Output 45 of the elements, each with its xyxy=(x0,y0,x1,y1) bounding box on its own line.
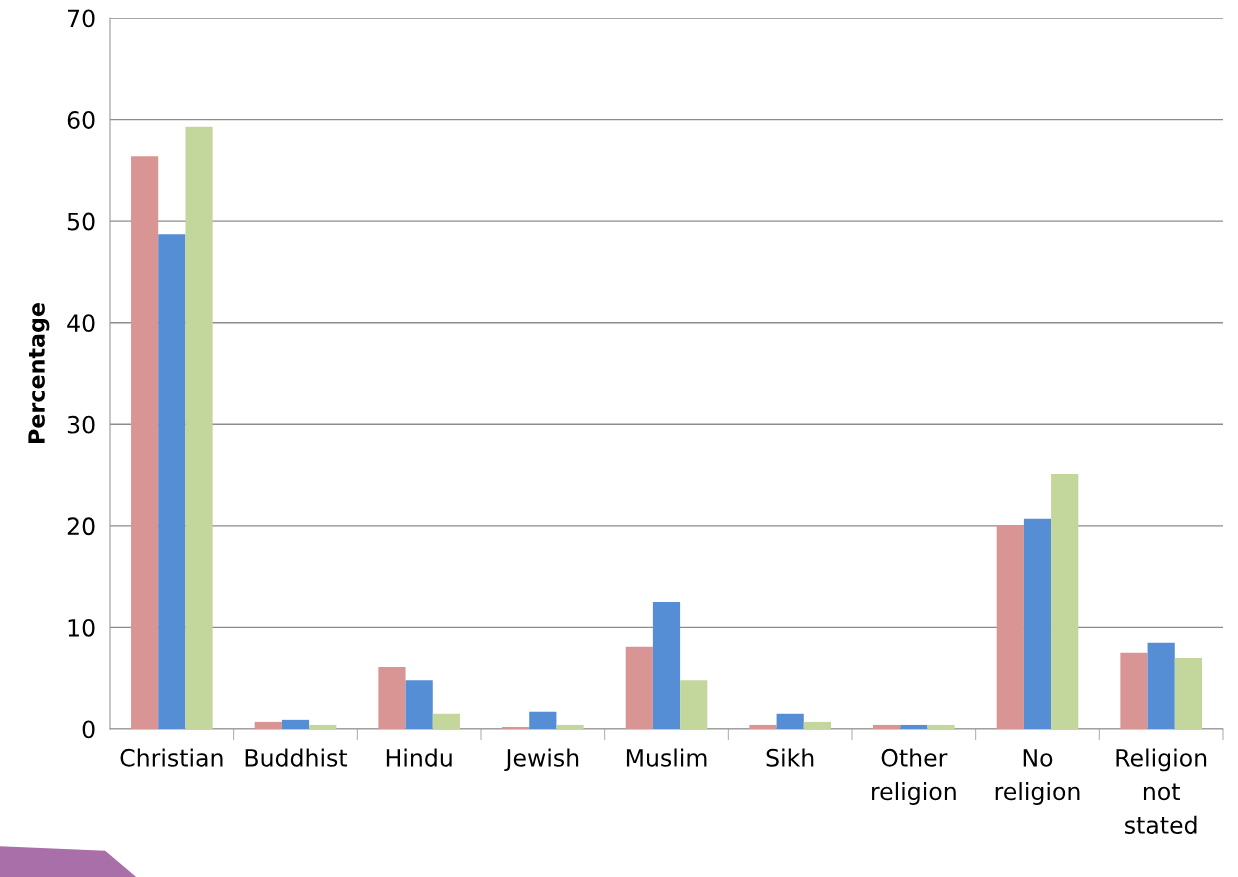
y-tick-label: 10 xyxy=(68,618,95,637)
x-tick-label: Buddhist xyxy=(245,748,348,767)
bar xyxy=(625,646,653,729)
bar xyxy=(1174,657,1202,729)
bar xyxy=(1120,652,1148,729)
x-tick-label: Christian xyxy=(120,748,223,767)
bar xyxy=(1051,474,1079,729)
y-axis-title: Percentage xyxy=(28,303,50,443)
bar xyxy=(749,724,777,729)
bar xyxy=(131,156,159,729)
bar xyxy=(996,525,1024,729)
y-tick-label: 50 xyxy=(67,212,95,231)
bar xyxy=(652,602,681,729)
x-tick-label: Muslim xyxy=(626,748,707,767)
bar xyxy=(378,667,406,729)
bar xyxy=(405,680,433,729)
y-tick-label: 20 xyxy=(67,517,95,536)
bar xyxy=(1023,518,1052,729)
bar xyxy=(502,726,530,729)
y-tick-label: 40 xyxy=(67,314,95,333)
x-tick-label: Other religion xyxy=(872,748,956,805)
bar xyxy=(556,724,584,729)
bar xyxy=(158,234,186,729)
x-tick-label: Hindu xyxy=(386,748,452,767)
y-tick-label: 60 xyxy=(67,111,95,129)
bar xyxy=(432,713,460,729)
bar xyxy=(900,724,928,729)
y-tick-label: 0 xyxy=(82,720,95,739)
x-tick-label: No religion xyxy=(995,749,1080,805)
x-tick-label: Sikh xyxy=(766,748,814,767)
bar xyxy=(185,126,213,729)
bar xyxy=(1147,642,1175,729)
bar xyxy=(927,724,955,729)
x-tick-label: Jewish xyxy=(504,748,579,772)
bar xyxy=(873,724,901,729)
bar xyxy=(529,711,557,729)
bar xyxy=(803,721,831,729)
bar xyxy=(680,680,708,729)
bar xyxy=(776,713,804,729)
y-tick-label: 70 xyxy=(68,9,95,28)
bar xyxy=(309,724,337,729)
y-tick-label: 30 xyxy=(67,415,95,434)
bar xyxy=(281,719,310,729)
bar xyxy=(254,721,282,729)
x-tick-label: Religion not stated xyxy=(1116,748,1207,834)
